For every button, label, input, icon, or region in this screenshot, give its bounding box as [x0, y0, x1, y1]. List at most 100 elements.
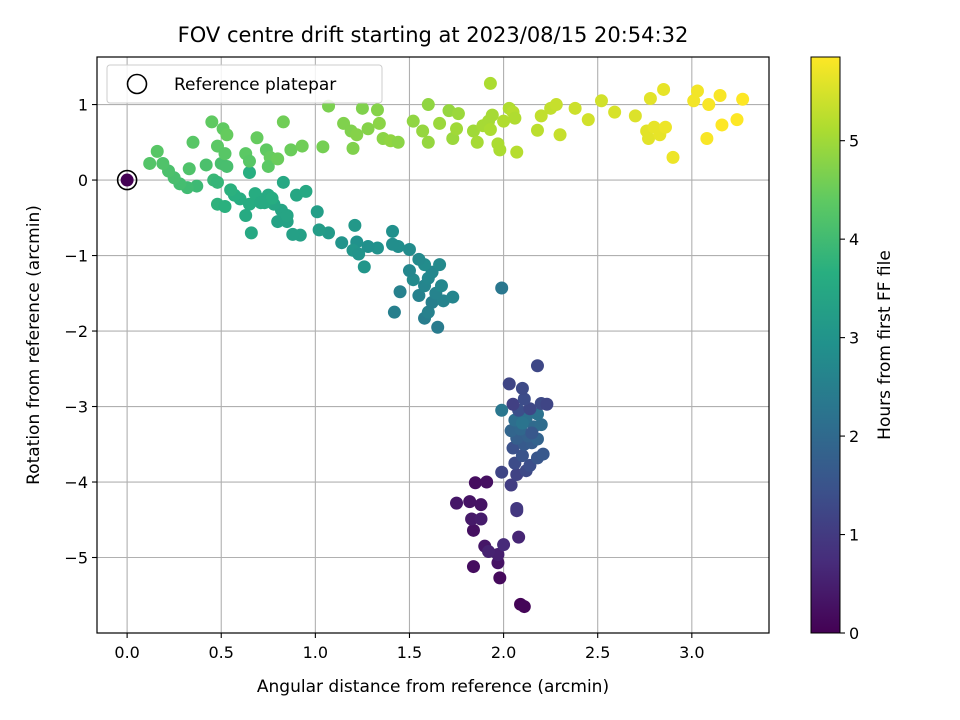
data-point — [515, 381, 529, 395]
colorbar-tick-label: 2 — [849, 427, 859, 446]
data-point — [433, 258, 447, 272]
data-point — [265, 191, 279, 205]
data-point — [348, 218, 362, 232]
data-point — [205, 115, 219, 129]
data-point — [431, 320, 445, 334]
data-point — [690, 84, 704, 98]
data-point — [483, 76, 497, 90]
data-point — [446, 290, 460, 304]
data-point — [700, 132, 714, 146]
x-tick-label: 2.5 — [585, 643, 610, 662]
data-point — [687, 94, 701, 108]
reference-ring — [116, 169, 138, 191]
data-point — [402, 243, 416, 257]
data-point — [186, 135, 200, 149]
data-point — [372, 116, 386, 130]
colorbar-bar — [810, 56, 841, 634]
data-point — [357, 260, 371, 274]
y-tick-label: −1 — [64, 247, 88, 266]
data-point — [218, 199, 232, 213]
data-point — [406, 114, 420, 128]
data-point — [361, 239, 375, 253]
legend: Reference platepar — [106, 64, 383, 104]
y-axis: 1 0 −1 −2 −3 −4 −5 — [64, 96, 97, 568]
data-point — [286, 227, 300, 241]
data-point — [210, 175, 224, 189]
data-point — [312, 223, 326, 237]
x-tick-label: 3.0 — [679, 643, 704, 662]
data-point — [581, 113, 595, 127]
data-point — [736, 92, 750, 106]
colorbar: 0 1 2 3 4 5 Hours from first FF file — [810, 56, 895, 643]
data-point — [523, 402, 537, 416]
data-point — [284, 143, 298, 157]
data-point — [525, 426, 539, 440]
data-point — [642, 132, 656, 146]
data-point — [517, 600, 531, 614]
data-point — [540, 397, 554, 411]
data-point — [335, 236, 349, 250]
data-point — [465, 512, 479, 526]
data-point — [530, 123, 544, 137]
data-point — [261, 159, 275, 173]
data-point — [512, 530, 526, 544]
data-point — [497, 114, 511, 128]
data-point — [493, 143, 507, 157]
y-tick-label: −2 — [64, 322, 88, 341]
data-point — [702, 98, 716, 112]
data-point — [433, 116, 447, 130]
data-point — [510, 145, 524, 159]
data-point — [515, 449, 529, 463]
data-point — [182, 162, 196, 176]
reference-point — [120, 173, 134, 187]
data-point — [485, 108, 499, 122]
data-point — [412, 252, 426, 266]
data-point — [386, 237, 400, 251]
grid — [97, 57, 769, 633]
data-point — [244, 226, 258, 240]
data-point — [463, 495, 477, 509]
data-point — [412, 289, 426, 303]
x-axis: 0.0 0.5 1.0 1.5 2.0 2.5 3.0 — [114, 633, 705, 662]
data-point — [657, 82, 671, 96]
data-point — [643, 92, 657, 106]
x-tick-label: 1.0 — [303, 643, 328, 662]
data-point — [421, 98, 435, 112]
data-point — [271, 215, 285, 229]
data-point — [534, 418, 548, 432]
legend-box — [106, 64, 383, 104]
data-point — [474, 498, 488, 512]
data-point — [515, 416, 529, 430]
colorbar-tick-label: 3 — [849, 329, 859, 348]
data-point — [386, 224, 400, 238]
data-point — [150, 144, 164, 158]
data-point — [434, 279, 448, 293]
data-point — [421, 135, 435, 149]
y-tick-label: 0 — [78, 171, 88, 190]
data-point — [199, 158, 213, 172]
data-point — [156, 156, 170, 170]
data-point — [506, 397, 520, 411]
data-point — [220, 128, 234, 142]
data-point — [502, 377, 516, 391]
data-point — [352, 247, 366, 261]
data-point — [715, 118, 729, 132]
data-point — [536, 447, 550, 461]
data-point — [730, 113, 744, 127]
x-tick-label: 2.0 — [491, 643, 516, 662]
data-point — [416, 124, 430, 138]
data-point — [387, 305, 401, 319]
data-point — [658, 120, 672, 134]
data-point — [534, 109, 548, 123]
data-point — [450, 496, 464, 510]
data-point — [549, 98, 563, 112]
data-point — [143, 156, 157, 170]
data-point — [517, 392, 531, 406]
data-point — [506, 441, 520, 455]
plot-frame — [96, 56, 770, 634]
data-point — [299, 184, 313, 198]
data-point — [466, 560, 480, 574]
x-tick-label: 0.0 — [114, 643, 139, 662]
data-point — [276, 115, 290, 129]
